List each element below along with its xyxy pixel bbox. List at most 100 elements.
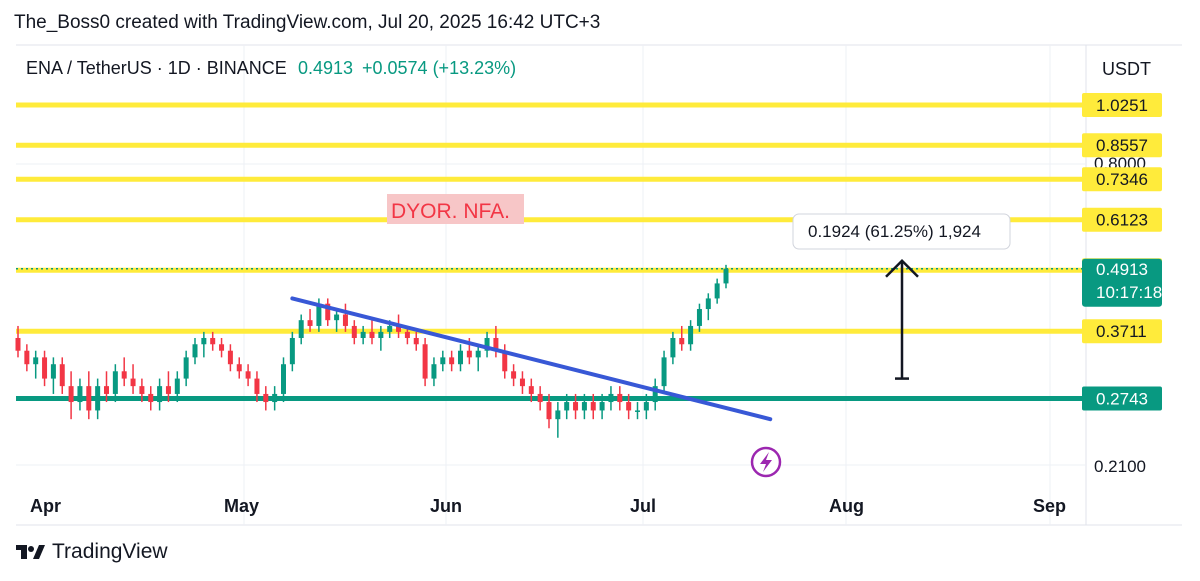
trend-line[interactable]	[290, 296, 773, 422]
x-tick-label: Jun	[430, 496, 462, 516]
candle	[201, 331, 207, 358]
dyor-note: DYOR. NFA.	[387, 194, 524, 224]
candle-body	[546, 402, 552, 420]
measure-arrow[interactable]	[885, 258, 919, 380]
candle	[511, 364, 517, 387]
candle	[599, 393, 605, 420]
level-label-box	[1082, 319, 1162, 344]
x-tick-label: Sep	[1033, 496, 1066, 516]
candle-body	[537, 393, 543, 403]
candle	[157, 378, 163, 411]
candle	[50, 357, 56, 394]
candle-body	[449, 357, 455, 365]
candle-body	[351, 325, 357, 338]
candle	[519, 371, 525, 394]
level-label: 1.0251	[1096, 96, 1148, 115]
candle	[227, 344, 233, 372]
candle	[148, 386, 154, 411]
candle	[581, 393, 587, 420]
candle-body	[245, 371, 251, 379]
candle-body	[86, 386, 92, 411]
candle-body	[599, 402, 605, 411]
brand-name: TradingView	[52, 540, 168, 563]
candle	[528, 378, 534, 403]
candle-body	[334, 314, 340, 321]
candle	[431, 357, 437, 387]
candle	[289, 331, 295, 372]
candle-body	[573, 402, 579, 411]
candle	[484, 331, 490, 358]
candle	[440, 350, 446, 372]
candle-body	[617, 393, 623, 403]
candle	[493, 325, 499, 358]
candle	[59, 357, 65, 394]
candle-body	[42, 357, 48, 379]
candle-body	[112, 371, 118, 394]
candle	[325, 298, 331, 326]
candle-body	[705, 298, 711, 310]
candle-body	[688, 325, 694, 345]
candle-body	[714, 283, 720, 299]
candle	[537, 386, 543, 411]
symbol-label: ENA / TetherUS · 1D · BINANCE	[26, 58, 287, 78]
candle	[617, 386, 623, 411]
candle	[608, 386, 614, 411]
candle-body	[387, 325, 393, 332]
candle	[369, 320, 375, 345]
candle	[68, 371, 74, 420]
header-credit: The_Boss0 created with TradingView.com, …	[14, 12, 601, 33]
candle	[130, 364, 136, 394]
candle	[661, 350, 667, 394]
candle	[104, 371, 109, 403]
candle	[121, 357, 127, 387]
candle	[590, 393, 596, 420]
candle	[112, 364, 118, 403]
candle-body	[581, 402, 587, 411]
candle	[458, 344, 463, 372]
candle-body	[661, 357, 667, 387]
candle-body	[210, 337, 216, 345]
candle-body	[369, 331, 375, 338]
candle	[254, 371, 260, 403]
candle-body	[183, 357, 189, 379]
candle	[42, 350, 48, 387]
candle	[245, 364, 251, 387]
y-tick-label: 0.2100	[1094, 457, 1146, 476]
candle	[502, 344, 508, 379]
x-tick-label: Aug	[829, 496, 864, 516]
candle	[183, 350, 189, 387]
candle-body	[281, 364, 286, 394]
candle	[33, 350, 39, 379]
candle-body	[227, 350, 233, 365]
candle-body	[316, 303, 322, 326]
candle-body	[59, 364, 65, 387]
candle	[86, 371, 92, 420]
candle-body	[502, 350, 508, 372]
candle-body	[431, 364, 437, 379]
candle-body	[493, 337, 499, 351]
candle-body	[652, 386, 658, 403]
candle	[555, 402, 561, 438]
candle-body	[130, 378, 136, 387]
level-lines	[16, 102, 1086, 402]
candle	[688, 320, 694, 351]
candle-body	[307, 320, 313, 326]
countdown-timer: 10:17:18	[1096, 283, 1162, 302]
x-tick-label: Apr	[30, 496, 61, 516]
candle	[342, 303, 348, 332]
level-label: 0.2743	[1096, 390, 1148, 409]
candle-body	[201, 337, 207, 345]
candle-body	[33, 357, 39, 365]
candle-body	[422, 344, 428, 379]
level-label-box	[1082, 207, 1162, 232]
candle-body	[378, 331, 384, 338]
grid	[16, 45, 1086, 525]
candle	[165, 371, 171, 403]
candle-body	[342, 314, 348, 326]
candle-body	[555, 410, 561, 420]
lightning-icon[interactable]	[750, 446, 782, 478]
candle-body	[723, 268, 729, 284]
candle	[192, 337, 198, 365]
candle-body	[263, 393, 269, 403]
